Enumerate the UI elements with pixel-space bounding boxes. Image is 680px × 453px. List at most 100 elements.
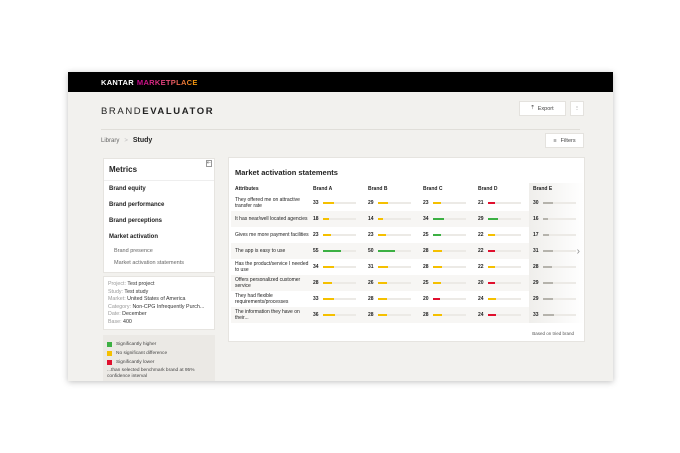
value-bar	[378, 249, 395, 252]
value: 20	[478, 279, 484, 286]
attribute-cell: The information they have on their...	[231, 307, 309, 323]
info-row: Market: United States of America	[108, 296, 210, 304]
table-row: It has near/well located agencies 18 14 34 2…	[231, 211, 584, 227]
value-bar-track	[433, 217, 466, 220]
value-bar-track	[323, 313, 356, 316]
value-bar	[433, 233, 442, 236]
info-value: Test project	[127, 281, 155, 287]
breadcrumb: Library > Study	[101, 137, 152, 144]
value-bar	[378, 233, 386, 236]
value-cell: 22	[474, 259, 529, 275]
column-header[interactable]: Brand E	[529, 183, 584, 195]
metrics-title: Metrics	[104, 159, 214, 181]
attribute-cell: Gives me more payment facilities	[235, 232, 309, 238]
value-cell: 23	[364, 227, 419, 243]
value-cell: 31	[364, 259, 419, 275]
value-cell: 25	[419, 227, 474, 243]
filters-button[interactable]: ≡ Filters	[545, 133, 584, 148]
legend-item: No significant difference	[107, 349, 211, 358]
value-cell: 36	[309, 307, 364, 323]
value-bar-track	[378, 249, 411, 252]
value-bar	[543, 201, 553, 204]
value-bar	[378, 201, 388, 204]
value-bar-track	[488, 201, 521, 204]
value-cell: 28	[419, 307, 474, 323]
breadcrumb-library[interactable]: Library	[101, 137, 120, 144]
value-bar-track	[323, 201, 356, 204]
value-bar-track	[488, 265, 521, 268]
value: 23	[313, 231, 319, 238]
title-bold: EVALUATOR	[142, 106, 215, 117]
value-bar	[488, 217, 498, 220]
metric-market-activation[interactable]: Market activation	[109, 234, 159, 240]
legend-swatch	[107, 351, 112, 356]
value-bar	[543, 281, 553, 284]
value-bar	[378, 297, 388, 300]
value-bar	[543, 313, 554, 316]
column-header[interactable]: Brand D	[478, 186, 498, 192]
metric-brand-perceptions[interactable]: Brand perceptions	[109, 218, 163, 224]
metric-brand-performance[interactable]: Brand performance	[109, 202, 165, 208]
value-cell: 33	[309, 195, 364, 211]
metric-brand-presence[interactable]: Brand presence	[114, 248, 153, 254]
info-row: Study: Test study	[108, 289, 210, 297]
value-cell: 28	[309, 275, 364, 291]
value-bar	[488, 297, 496, 300]
info-value: Test study	[124, 288, 149, 295]
more-button[interactable]: ⋮	[570, 101, 584, 116]
info-value: Non-CPG Infrequently Purch...	[132, 303, 205, 310]
value-bar	[323, 217, 329, 220]
legend-item: Significantly lower	[107, 358, 211, 367]
study-info-panel: Project: Test project Study: Test study Ma…	[103, 276, 215, 330]
value-cell: 29	[529, 291, 584, 307]
metric-brand-equity[interactable]: Brand equity	[109, 186, 146, 192]
export-button[interactable]: ⤒ Export	[519, 101, 566, 116]
legend-swatch	[107, 342, 112, 347]
value-bar	[433, 297, 440, 300]
value-bar	[323, 201, 334, 204]
value: 29	[533, 279, 539, 286]
value: 23	[368, 231, 374, 238]
attribute-cell: Has the product/service I needed to use	[235, 261, 309, 273]
top-bar: KANTAR MARKETPLACE	[68, 72, 613, 92]
table-row: The app is easy to use 55 50 28 22 31	[231, 243, 584, 259]
value-cell: 29	[364, 195, 419, 211]
column-header[interactable]: Brand B	[368, 186, 388, 192]
value-cell: 22	[474, 243, 529, 259]
value-bar	[433, 281, 442, 284]
metric-market-activation-statements[interactable]: Market activation statements	[114, 260, 185, 266]
value-bar	[488, 201, 495, 204]
value-cell: 22	[474, 227, 529, 243]
value-cell: 29	[529, 275, 584, 291]
value: 31	[368, 263, 374, 270]
attribute-cell: The app is easy to use	[231, 243, 309, 259]
value-bar-track	[543, 201, 576, 204]
kantar-logo: KANTAR	[101, 77, 134, 87]
table-row: Gives me more payment facilities 23 23 25 22…	[231, 227, 584, 243]
value-cell: 28	[419, 259, 474, 275]
value: 28	[533, 263, 539, 270]
chevron-right-icon: >	[124, 137, 128, 144]
info-row: Date: December	[108, 311, 210, 319]
divider	[101, 129, 580, 130]
value-bar	[378, 313, 388, 316]
value-cell: 31	[529, 243, 584, 259]
value-cell: 25	[419, 275, 474, 291]
value-bar	[543, 233, 549, 236]
value-bar-track	[378, 201, 411, 204]
column-header[interactable]: Brand C	[423, 186, 443, 192]
info-row: Category: Non-CPG Infrequently Purch...	[108, 304, 210, 312]
collapse-icon[interactable]: ⇤	[205, 160, 212, 167]
attribute-cell: It has near/well located agencies	[231, 211, 309, 227]
info-row: Base: 400	[108, 319, 210, 327]
value-cell: 50	[364, 243, 419, 259]
column-header[interactable]: Brand A	[313, 186, 333, 192]
value: 29	[478, 215, 484, 222]
value: 25	[423, 279, 429, 286]
value-bar-track	[433, 297, 466, 300]
value: 18	[313, 215, 319, 222]
info-key: Study:	[108, 288, 124, 295]
chevron-right-icon[interactable]: ›	[576, 246, 580, 257]
attribute-cell: They offered me on attractive transfer r…	[235, 197, 300, 209]
value-bar	[433, 313, 443, 316]
